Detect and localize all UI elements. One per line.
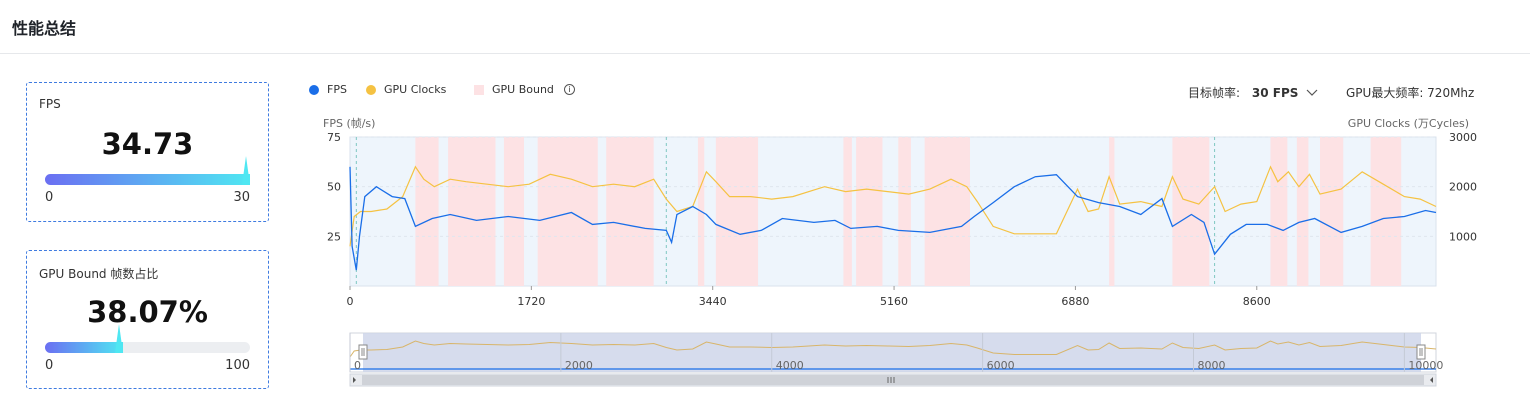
gpu-bound-band [503, 137, 524, 286]
gpu-bound-band [715, 137, 759, 286]
legend-gpu-dot [366, 84, 376, 95]
zoom-tick-label: 10000 [1408, 359, 1443, 372]
scroll-right-icon[interactable] [1430, 377, 1433, 383]
right-tick-label: 2000 [1449, 181, 1477, 194]
gpu-bound-max-label: 100 [225, 358, 250, 373]
gpu-bound-band [448, 137, 496, 286]
zoom-gpu-preview [349, 340, 1437, 358]
legend-fps[interactable]: FPS [309, 83, 347, 96]
horizontal-scrollbar[interactable] [349, 373, 1437, 387]
page-header: 性能总结 [0, 0, 1530, 54]
zoom-tick-label: 2000 [565, 359, 593, 372]
fps-min-label: 0 [45, 190, 54, 205]
left-tick-label: 25 [327, 230, 341, 243]
fps-progress-track [45, 156, 250, 185]
legend-fps-label: FPS [327, 83, 347, 96]
fps-card: FPS 34.73 0 30 [26, 82, 269, 222]
fps-max-label: 30 [233, 190, 250, 205]
gpu-bound-band [843, 137, 852, 286]
gpu-bound-card: GPU Bound 帧数占比 38.07% 0 100 [26, 250, 269, 389]
legend-gpu-clocks[interactable]: GPU Clocks [366, 83, 446, 96]
right-axis-title: GPU Clocks (万Cycles) [1348, 117, 1469, 130]
gpu-bound-value: 38.07% [87, 295, 208, 329]
page-title: 性能总结 [12, 19, 77, 38]
gpu-bound-progress-track [45, 324, 250, 353]
gpu-bound-band [1320, 137, 1344, 286]
gpu-bound-min-label: 0 [45, 358, 54, 373]
legend-gpu-bound[interactable]: GPU Bound i [474, 83, 575, 96]
scroll-left-icon[interactable] [353, 377, 356, 383]
legend-gpu-label: GPU Clocks [384, 83, 447, 96]
fps-line [349, 166, 1437, 271]
gpu-bound-band [898, 137, 911, 286]
x-tick-label: 6880 [1061, 295, 1089, 308]
zoom-tick-label: 4000 [776, 359, 804, 372]
x-tick-label: 3440 [699, 295, 727, 308]
x-tick-label: 5160 [880, 295, 908, 308]
gpu-bound-progress-fill [45, 342, 124, 353]
gpu-bound-progress-marker [115, 324, 124, 353]
zoom-selection [363, 333, 1421, 372]
x-tick-label: 0 [347, 295, 354, 308]
gpu-bound-band [537, 137, 598, 286]
fps-progress-fill [45, 174, 250, 185]
zoom-tick-label: 0 [354, 359, 361, 372]
right-tick-label: 3000 [1449, 131, 1477, 144]
left-tick-label: 50 [327, 181, 341, 194]
x-tick-label: 8600 [1243, 295, 1271, 308]
gpu-bound-band [697, 137, 705, 286]
zoom-handle[interactable] [358, 344, 368, 360]
info-icon[interactable]: i [563, 84, 575, 95]
plot-background [349, 136, 1437, 287]
zoom-track [349, 332, 1437, 373]
left-tick-label: 75 [327, 131, 341, 144]
gpu-bound-band [1172, 137, 1210, 286]
gpu-bound-band [1270, 137, 1288, 286]
x-tick-label: 1720 [517, 295, 545, 308]
right-tick-label: 1000 [1449, 230, 1477, 243]
gpu-bound-band [606, 137, 654, 286]
scrollbar-thumb [362, 375, 1424, 385]
zoom-tick-label: 8000 [1197, 359, 1225, 372]
gpu-bound-card-label: GPU Bound 帧数占比 [39, 267, 159, 281]
gpu-bound-band [1296, 137, 1309, 286]
fps-card-label: FPS [39, 97, 61, 111]
gpu-bound-band [1109, 137, 1115, 286]
gpu-bound-band [924, 137, 970, 286]
legend-bound-label: GPU Bound [492, 83, 554, 96]
gpu-clocks-line [349, 165, 1437, 247]
gpu-max-frequency: GPU最大频率: 720Mhz [1346, 86, 1475, 100]
gpu-bound-band [856, 137, 883, 286]
target-fps-label: 目标帧率: [1188, 86, 1241, 100]
gpu-bound-band [415, 137, 439, 286]
legend-bound-swatch [474, 84, 484, 95]
gpu-bound-band [1370, 137, 1402, 286]
target-fps-select[interactable]: 目标帧率: 30 FPS [1188, 84, 1318, 101]
target-fps-value: 30 FPS [1251, 86, 1299, 100]
fps-value: 34.73 [101, 127, 194, 161]
legend-fps-dot [309, 84, 319, 95]
zoom-tick-label: 6000 [987, 359, 1015, 372]
fps-progress-marker [242, 156, 250, 185]
left-axis-title: FPS (帧/s) [323, 116, 375, 130]
chevron-down-icon [1306, 89, 1318, 96]
zoom-handle[interactable] [1416, 344, 1426, 360]
